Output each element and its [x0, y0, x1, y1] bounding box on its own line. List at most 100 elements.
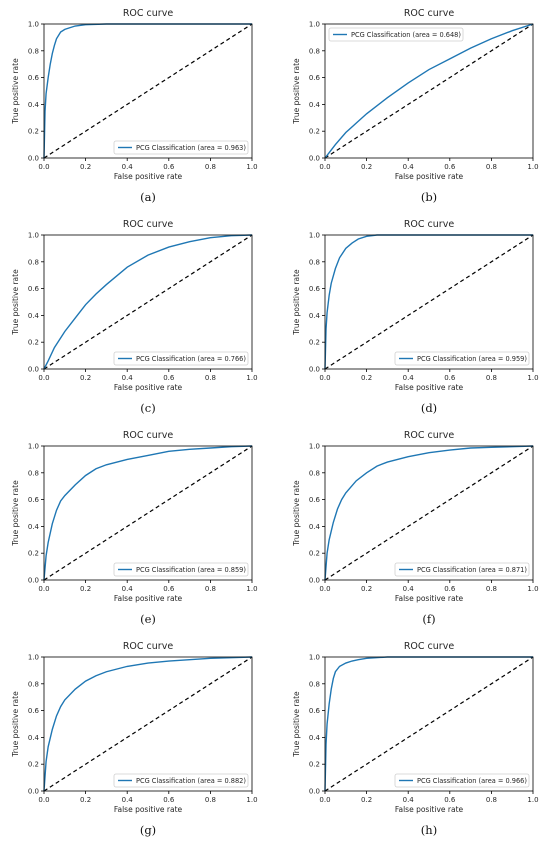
- chance-line: [43, 445, 253, 581]
- axes-frame: [43, 445, 253, 581]
- x-tick-label: 1.0: [246, 374, 257, 382]
- y-tick-label: 0.0: [309, 788, 320, 796]
- y-tick-label: 0.6: [309, 74, 321, 82]
- x-tick-label: 0.4: [122, 374, 134, 382]
- y-tick-label: 1.0: [28, 654, 39, 662]
- y-tick-label: 0.0: [28, 788, 39, 796]
- y-tick-label: 0.8: [309, 469, 320, 477]
- y-axis-label: True positive rate: [292, 480, 301, 547]
- x-tick-label: 0.8: [205, 796, 216, 804]
- x-tick-label: 0.4: [403, 585, 415, 593]
- y-tick-label: 0.6: [28, 285, 40, 293]
- y-tick-label: 0.6: [28, 707, 40, 715]
- legend-box: [113, 140, 249, 155]
- y-tick-label: 0.6: [28, 496, 40, 504]
- x-tick-label: 0.0: [38, 585, 49, 593]
- y-tick-label: 0.4: [309, 734, 321, 742]
- y-tick-label: 1.0: [309, 654, 320, 662]
- roc-curve-line: [43, 445, 253, 581]
- y-tick-label: 0.0: [28, 155, 39, 163]
- panel-caption: (h): [421, 823, 437, 837]
- x-tick-label: 1.0: [246, 163, 257, 171]
- x-tick-label: 0.8: [205, 374, 216, 382]
- x-tick-label: 0.6: [444, 163, 456, 171]
- y-axis-label: True positive rate: [292, 691, 301, 758]
- legend-box: [328, 27, 464, 42]
- chart-title: ROC curve: [123, 219, 174, 230]
- axes-frame: [324, 445, 534, 581]
- y-tick-label: 1.0: [28, 232, 39, 240]
- legend-box: [394, 351, 530, 366]
- x-tick-label: 0.6: [163, 374, 175, 382]
- y-tick-label: 0.6: [28, 74, 40, 82]
- y-tick-label: 0.4: [309, 312, 321, 320]
- y-tick-label: 0.2: [309, 550, 320, 558]
- y-tick-label: 1.0: [28, 21, 39, 29]
- y-tick-label: 1.0: [309, 232, 320, 240]
- y-tick-label: 0.2: [309, 339, 320, 347]
- x-tick-label: 0.0: [38, 163, 49, 171]
- roc-panel-h: ROC curve 0.0 0.2 0.4 0.6 0.8 1.0 0.0 0.2 0.4 0.6 0…: [292, 641, 539, 837]
- x-tick-label: 0.4: [403, 796, 415, 804]
- chart-title: ROC curve: [123, 641, 174, 652]
- legend-box: [113, 773, 249, 788]
- y-tick-label: 0.8: [309, 47, 320, 55]
- legend-label: PCG Classification (area = 0.959): [417, 355, 527, 363]
- x-tick-label: 0.2: [361, 374, 372, 382]
- chance-line: [43, 234, 253, 370]
- y-tick-label: 1.0: [28, 443, 39, 451]
- chance-line: [324, 445, 534, 581]
- y-tick-label: 0.8: [309, 258, 320, 266]
- y-tick-label: 0.6: [309, 707, 321, 715]
- x-axis-label: False positive rate: [395, 594, 464, 603]
- x-axis-label: False positive rate: [395, 805, 464, 814]
- legend-label: PCG Classification (area = 0.963): [136, 144, 246, 152]
- legend-label: PCG Classification (area = 0.966): [417, 777, 527, 785]
- legend-label: PCG Classification (area = 0.871): [417, 566, 527, 574]
- x-tick-label: 0.8: [205, 585, 216, 593]
- roc-panel-b: ROC curve 0.0 0.2 0.4 0.6 0.8 1.0 0.0 0.2 0.4 0.6 0…: [292, 8, 539, 204]
- roc-panel-f: ROC curve 0.0 0.2 0.4 0.6 0.8 1.0 0.0 0.2 0.4 0.6 0…: [292, 430, 539, 626]
- x-tick-label: 1.0: [527, 163, 538, 171]
- y-tick-label: 0.2: [309, 128, 320, 136]
- chart-title: ROC curve: [123, 430, 174, 441]
- x-tick-label: 1.0: [246, 585, 257, 593]
- y-tick-label: 0.8: [28, 258, 39, 266]
- x-tick-label: 0.6: [163, 163, 175, 171]
- x-tick-label: 0.2: [80, 163, 91, 171]
- x-tick-label: 0.6: [444, 796, 456, 804]
- y-tick-label: 0.8: [28, 47, 39, 55]
- y-tick-label: 0.6: [309, 285, 321, 293]
- roc-panel-e: ROC curve 0.0 0.2 0.4 0.6 0.8 1.0 0.0 0.2 0.4 0.6 0…: [11, 430, 258, 626]
- x-axis-label: False positive rate: [395, 172, 464, 181]
- y-axis-label: True positive rate: [11, 691, 20, 758]
- x-tick-label: 0.8: [486, 374, 497, 382]
- chart-title: ROC curve: [404, 8, 455, 19]
- y-tick-label: 0.4: [309, 523, 321, 531]
- legend-box: [394, 562, 530, 577]
- y-tick-label: 0.4: [28, 101, 40, 109]
- x-tick-label: 1.0: [527, 585, 538, 593]
- y-tick-label: 0.2: [28, 128, 39, 136]
- chart-title: ROC curve: [404, 430, 455, 441]
- x-tick-label: 0.4: [122, 585, 134, 593]
- y-tick-label: 0.4: [28, 312, 40, 320]
- y-tick-label: 0.8: [309, 680, 320, 688]
- legend-label: PCG Classification (area = 0.648): [351, 31, 461, 39]
- roc-panel-c: ROC curve 0.0 0.2 0.4 0.6 0.8 1.0 0.0 0.2 0.4 0.6 0…: [11, 219, 258, 415]
- legend-label: PCG Classification (area = 0.859): [136, 566, 246, 574]
- y-tick-label: 0.0: [309, 366, 320, 374]
- x-tick-label: 0.6: [163, 585, 175, 593]
- y-axis-label: True positive rate: [292, 269, 301, 336]
- x-tick-label: 0.2: [361, 163, 372, 171]
- chart-title: ROC curve: [404, 219, 455, 230]
- roc-curve-line: [324, 656, 533, 792]
- chance-line: [43, 656, 253, 792]
- axes-frame: [43, 23, 253, 159]
- roc-curve-line: [324, 445, 534, 581]
- y-tick-label: 0.8: [28, 680, 39, 688]
- y-tick-label: 0.8: [28, 469, 39, 477]
- legend-label: PCG Classification (area = 0.766): [136, 355, 246, 363]
- x-tick-label: 0.0: [319, 374, 330, 382]
